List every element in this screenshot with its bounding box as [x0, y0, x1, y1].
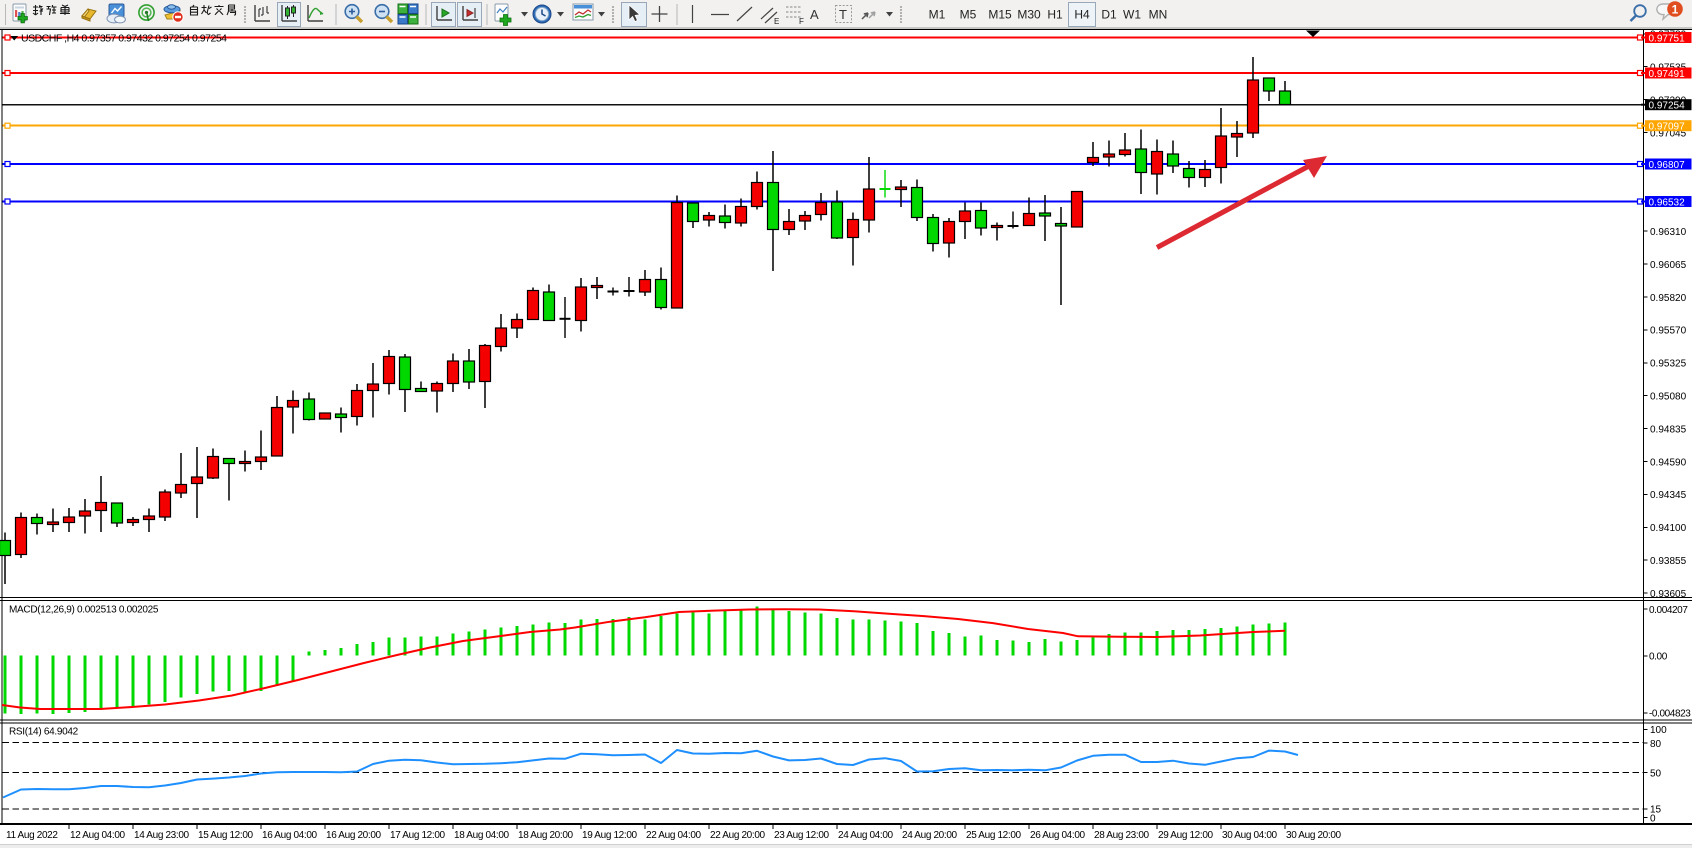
svg-text:0.95820: 0.95820	[1650, 293, 1687, 304]
svg-text:16 Aug 04:00: 16 Aug 04:00	[262, 830, 318, 841]
svg-text:0.96065: 0.96065	[1650, 260, 1687, 271]
svg-text:0.95080: 0.95080	[1650, 392, 1687, 403]
svg-text:0.97751: 0.97751	[1649, 33, 1686, 44]
svg-text:0.97045: 0.97045	[1650, 128, 1687, 139]
svg-text:0.004207: 0.004207	[1649, 605, 1688, 616]
svg-text:M1: M1	[929, 8, 946, 22]
svg-text:0.96807: 0.96807	[1649, 160, 1686, 171]
svg-text:0.96532: 0.96532	[1649, 197, 1686, 208]
svg-text:W1: W1	[1123, 8, 1141, 22]
svg-text:11 Aug 2022: 11 Aug 2022	[6, 830, 58, 841]
svg-text:12 Aug 04:00: 12 Aug 04:00	[70, 830, 126, 841]
svg-text:1: 1	[1672, 2, 1679, 16]
svg-text:M5: M5	[960, 8, 977, 22]
svg-text:0.95325: 0.95325	[1650, 359, 1687, 370]
svg-text:D1: D1	[1101, 8, 1117, 22]
svg-text:28 Aug 23:00: 28 Aug 23:00	[1094, 830, 1150, 841]
svg-text:-0.004823: -0.004823	[1649, 709, 1691, 720]
svg-text:0.97254: 0.97254	[1649, 101, 1686, 112]
svg-text:0.93855: 0.93855	[1650, 556, 1687, 567]
svg-text:0: 0	[1650, 813, 1656, 824]
svg-text:22 Aug 20:00: 22 Aug 20:00	[710, 830, 766, 841]
svg-text:0.97491: 0.97491	[1649, 69, 1686, 80]
svg-text:0.93605: 0.93605	[1650, 589, 1687, 600]
svg-text:M30: M30	[1017, 8, 1041, 22]
svg-text:16 Aug 20:00: 16 Aug 20:00	[326, 830, 382, 841]
svg-text:0.94345: 0.94345	[1650, 490, 1687, 501]
svg-text:15 Aug 12:00: 15 Aug 12:00	[198, 830, 254, 841]
svg-text:23 Aug 12:00: 23 Aug 12:00	[774, 830, 830, 841]
svg-text:80: 80	[1650, 739, 1662, 750]
svg-text:M15: M15	[988, 8, 1012, 22]
svg-text:F: F	[799, 17, 804, 26]
svg-text:18 Aug 20:00: 18 Aug 20:00	[518, 830, 574, 841]
svg-text:24 Aug 04:00: 24 Aug 04:00	[838, 830, 894, 841]
svg-text:MN: MN	[1149, 8, 1168, 22]
svg-text:30 Aug 20:00: 30 Aug 20:00	[1286, 830, 1342, 841]
svg-text:100: 100	[1650, 725, 1667, 736]
svg-text:26 Aug 04:00: 26 Aug 04:00	[1030, 830, 1086, 841]
svg-text:0.94100: 0.94100	[1650, 523, 1687, 534]
svg-text:30 Aug 04:00: 30 Aug 04:00	[1222, 830, 1278, 841]
svg-text:22 Aug 04:00: 22 Aug 04:00	[646, 830, 702, 841]
svg-text:0.96310: 0.96310	[1650, 227, 1687, 238]
svg-text:18 Aug 04:00: 18 Aug 04:00	[454, 830, 510, 841]
svg-text:H4: H4	[1074, 8, 1090, 22]
svg-text:0.94590: 0.94590	[1650, 457, 1687, 468]
svg-text:E: E	[774, 17, 779, 26]
svg-text:0.00: 0.00	[1649, 652, 1668, 663]
svg-text:0.95570: 0.95570	[1650, 326, 1687, 337]
svg-text:17 Aug 12:00: 17 Aug 12:00	[390, 830, 446, 841]
svg-text:RSI(14) 64.9042: RSI(14) 64.9042	[9, 727, 79, 738]
svg-text:15: 15	[1650, 805, 1662, 816]
svg-text:H1: H1	[1047, 8, 1063, 22]
svg-text:A: A	[810, 7, 819, 22]
svg-text:T: T	[839, 7, 847, 22]
svg-text:0.94835: 0.94835	[1650, 424, 1687, 435]
svg-text:50: 50	[1650, 768, 1662, 779]
svg-text:USDCHF ,H4 0.97357 0.97432 0.: USDCHF ,H4 0.97357 0.97432 0.97254 0.972…	[21, 33, 227, 45]
svg-text:14 Aug 23:00: 14 Aug 23:00	[134, 830, 190, 841]
svg-text:0.97097: 0.97097	[1649, 122, 1686, 133]
svg-text:MACD(12,26,9) 0.002513 0.00202: MACD(12,26,9) 0.002513 0.002025	[9, 605, 159, 616]
svg-text:29 Aug 12:00: 29 Aug 12:00	[1158, 830, 1214, 841]
svg-text:25 Aug 12:00: 25 Aug 12:00	[966, 830, 1022, 841]
svg-text:24 Aug 20:00: 24 Aug 20:00	[902, 830, 958, 841]
svg-text:19 Aug 12:00: 19 Aug 12:00	[582, 830, 638, 841]
